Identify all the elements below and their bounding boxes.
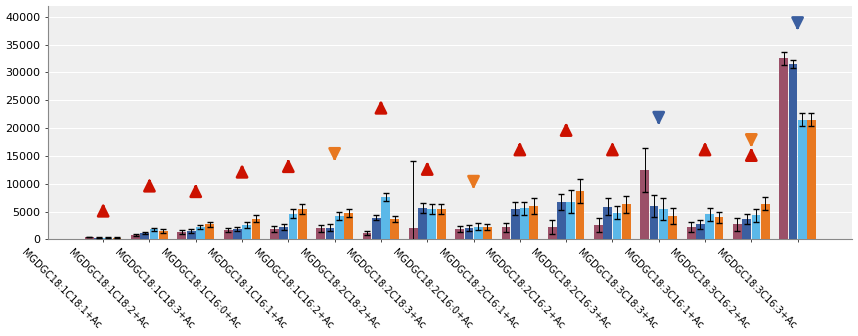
- Bar: [640, 170, 650, 239]
- Bar: [659, 209, 668, 239]
- Bar: [251, 219, 260, 239]
- Bar: [280, 227, 288, 239]
- Bar: [511, 209, 520, 239]
- Bar: [548, 227, 557, 239]
- Bar: [298, 209, 306, 239]
- Bar: [390, 219, 399, 239]
- Bar: [686, 226, 696, 239]
- Bar: [502, 227, 511, 239]
- Bar: [159, 231, 168, 239]
- Bar: [224, 230, 233, 239]
- Bar: [603, 207, 613, 239]
- Bar: [733, 224, 742, 239]
- Bar: [798, 120, 807, 239]
- Bar: [196, 227, 205, 239]
- Bar: [696, 224, 704, 239]
- Bar: [520, 208, 529, 239]
- Bar: [131, 235, 140, 239]
- Bar: [779, 58, 789, 239]
- Bar: [205, 224, 214, 239]
- Bar: [372, 218, 381, 239]
- Bar: [594, 225, 603, 239]
- Bar: [85, 237, 94, 239]
- Bar: [529, 206, 538, 239]
- Bar: [761, 204, 770, 239]
- Bar: [789, 64, 797, 239]
- Bar: [326, 228, 335, 239]
- Bar: [335, 216, 344, 239]
- Bar: [807, 120, 816, 239]
- Bar: [288, 214, 298, 239]
- Bar: [705, 214, 714, 239]
- Bar: [650, 206, 658, 239]
- Bar: [715, 217, 723, 239]
- Bar: [344, 213, 353, 239]
- Bar: [94, 238, 103, 239]
- Bar: [437, 209, 445, 239]
- Bar: [418, 208, 427, 239]
- Bar: [483, 227, 492, 239]
- Bar: [409, 228, 418, 239]
- Bar: [456, 229, 464, 239]
- Bar: [668, 216, 677, 239]
- Bar: [233, 229, 242, 239]
- Bar: [557, 202, 566, 239]
- Bar: [381, 197, 390, 239]
- Bar: [187, 231, 196, 239]
- Bar: [242, 225, 251, 239]
- Bar: [317, 228, 325, 239]
- Bar: [464, 228, 474, 239]
- Bar: [742, 219, 751, 239]
- Bar: [613, 213, 621, 239]
- Bar: [178, 232, 186, 239]
- Bar: [474, 226, 482, 239]
- Bar: [141, 233, 149, 239]
- Bar: [576, 191, 584, 239]
- Bar: [270, 229, 279, 239]
- Bar: [622, 204, 631, 239]
- Bar: [752, 215, 760, 239]
- Bar: [363, 233, 372, 239]
- Bar: [566, 202, 575, 239]
- Bar: [112, 238, 122, 239]
- Bar: [104, 238, 112, 239]
- Bar: [149, 229, 159, 239]
- Bar: [427, 209, 436, 239]
